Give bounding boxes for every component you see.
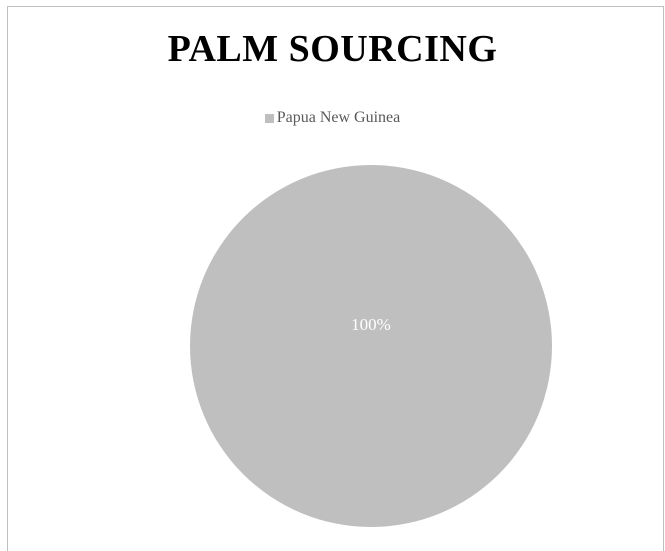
- chart-title: PALM SOURCING: [167, 28, 498, 70]
- pie-slice: [190, 165, 552, 527]
- pie-data-labels: 100%: [351, 315, 391, 334]
- pie-data-label: 100%: [351, 315, 391, 334]
- chart-legend: Papua New Guinea: [0, 109, 665, 128]
- pie-slices: [190, 165, 552, 527]
- legend-swatch-icon: [264, 113, 274, 123]
- legend-label: Papua New Guinea: [276, 109, 401, 126]
- legend-item: Papua New Guinea: [264, 109, 401, 127]
